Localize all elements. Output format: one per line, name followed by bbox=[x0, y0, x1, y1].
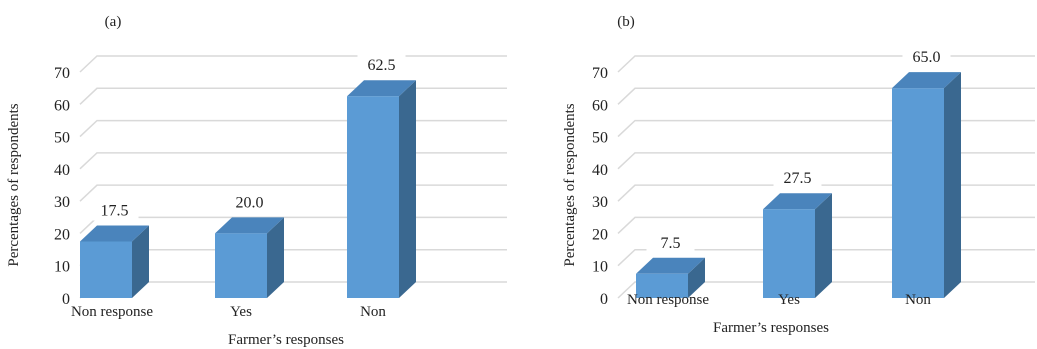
x-tick-label: Non response bbox=[627, 292, 709, 308]
x-axis-label: Farmer’s responses bbox=[713, 320, 829, 336]
y-tick-label: 40 bbox=[54, 162, 70, 179]
x-axis-label: Farmer’s responses bbox=[228, 332, 344, 348]
data-label: 20.0 bbox=[236, 194, 264, 211]
y-tick-label: 10 bbox=[592, 259, 608, 276]
y-tick-label: 20 bbox=[592, 226, 608, 243]
bar-front-face bbox=[636, 273, 688, 298]
bar-front-face bbox=[347, 96, 399, 298]
y-tick-label: 70 bbox=[54, 65, 70, 82]
y-tick-label: 50 bbox=[592, 130, 608, 147]
gridline bbox=[79, 55, 507, 73]
data-label: 17.5 bbox=[101, 203, 129, 220]
bar-top-face bbox=[636, 257, 705, 274]
bar-front-face bbox=[892, 88, 944, 299]
bar-front-face bbox=[215, 233, 267, 298]
y-tick-label: 70 bbox=[592, 65, 608, 82]
y-tick-label: 40 bbox=[592, 162, 608, 179]
bar-side-face bbox=[132, 225, 149, 298]
bar-1 bbox=[80, 225, 149, 298]
y-tick-label: 50 bbox=[54, 130, 70, 147]
bar-side-face bbox=[399, 80, 416, 298]
data-label-background bbox=[90, 198, 139, 221]
y-axis-label: Percentages of respondents bbox=[6, 103, 22, 266]
bar-top-face bbox=[80, 225, 149, 242]
bar-3 bbox=[892, 72, 961, 299]
x-tick-label: Non bbox=[360, 304, 386, 320]
bar-side-face bbox=[944, 72, 961, 299]
data-label-background bbox=[646, 230, 695, 253]
bar-top-face bbox=[763, 193, 832, 210]
data-label-background bbox=[773, 166, 822, 189]
y-axis-label: Percentages of respondents bbox=[562, 103, 578, 266]
y-tick-label: 0 bbox=[600, 291, 608, 308]
bar-front-face bbox=[80, 241, 132, 298]
bar-1 bbox=[636, 257, 705, 298]
x-tick-label: Non response bbox=[71, 304, 153, 320]
x-tick-label: Yes bbox=[778, 292, 800, 308]
y-tick-label: 60 bbox=[592, 97, 608, 114]
gridline bbox=[79, 152, 507, 170]
bar-2 bbox=[763, 193, 832, 298]
gridline bbox=[617, 119, 1035, 138]
y-tick-label: 0 bbox=[62, 291, 70, 308]
y-tick-label: 20 bbox=[54, 226, 70, 243]
data-label: 7.5 bbox=[661, 235, 681, 252]
data-label-background bbox=[225, 190, 274, 213]
gridline bbox=[617, 152, 1035, 170]
gridline bbox=[79, 119, 507, 138]
chart-b-svg: (b) 0 10 20 30 40 50 60 70 Percentages of respond… bbox=[562, 14, 1035, 336]
chart-a-svg: (a) 0 10 20 30 40 50 60 70 Percentages of respond… bbox=[6, 14, 507, 348]
y-tick-label: 30 bbox=[54, 194, 70, 211]
bar-side-face bbox=[815, 193, 832, 298]
data-label-background bbox=[902, 45, 951, 68]
gridline bbox=[617, 87, 1035, 105]
y-tick-label: 30 bbox=[592, 194, 608, 211]
x-tick-label: Yes bbox=[230, 304, 252, 320]
chart-panel-a: (a) 0 10 20 30 40 50 60 70 Percentages of respond… bbox=[6, 14, 507, 348]
bar-3 bbox=[347, 80, 416, 298]
y-tick-label: 60 bbox=[54, 97, 70, 114]
y-tick-label: 10 bbox=[54, 259, 70, 276]
data-label: 27.5 bbox=[784, 170, 812, 187]
data-label: 62.5 bbox=[368, 57, 396, 74]
bar-top-face bbox=[347, 80, 416, 97]
chart-panel-b: (b) 0 10 20 30 40 50 60 70 Percentages of respond… bbox=[540, 0, 1037, 349]
gridline bbox=[79, 184, 507, 202]
x-tick-label: Non bbox=[905, 292, 931, 308]
bar-side-face bbox=[688, 257, 705, 298]
bar-front-face bbox=[763, 209, 815, 298]
bar-2 bbox=[215, 217, 284, 298]
gridline bbox=[79, 87, 507, 105]
bar-side-face bbox=[267, 217, 284, 298]
data-label: 65.0 bbox=[913, 49, 941, 66]
panel-label: (b) bbox=[617, 14, 635, 30]
gridline bbox=[617, 55, 1035, 73]
bar-top-face bbox=[892, 72, 961, 89]
data-label-background bbox=[357, 53, 406, 76]
bar-top-face bbox=[215, 217, 284, 234]
panel-label: (a) bbox=[105, 14, 122, 30]
